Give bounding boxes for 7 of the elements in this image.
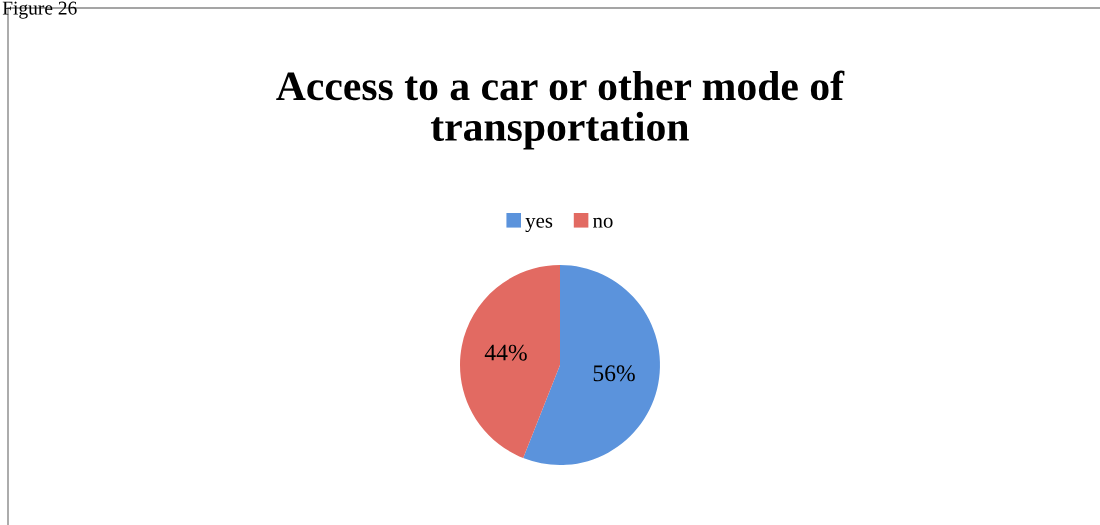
legend-label: no [593, 217, 613, 228]
data-label: 44% [484, 344, 527, 361]
chart-title: Access to a car or other mode of transportation [276, 70, 845, 150]
legend-label: yes [525, 217, 553, 233]
pie-slice [460, 265, 560, 458]
data-label: 56% [593, 365, 635, 382]
caption: Figure 26 [2, 1, 77, 19]
